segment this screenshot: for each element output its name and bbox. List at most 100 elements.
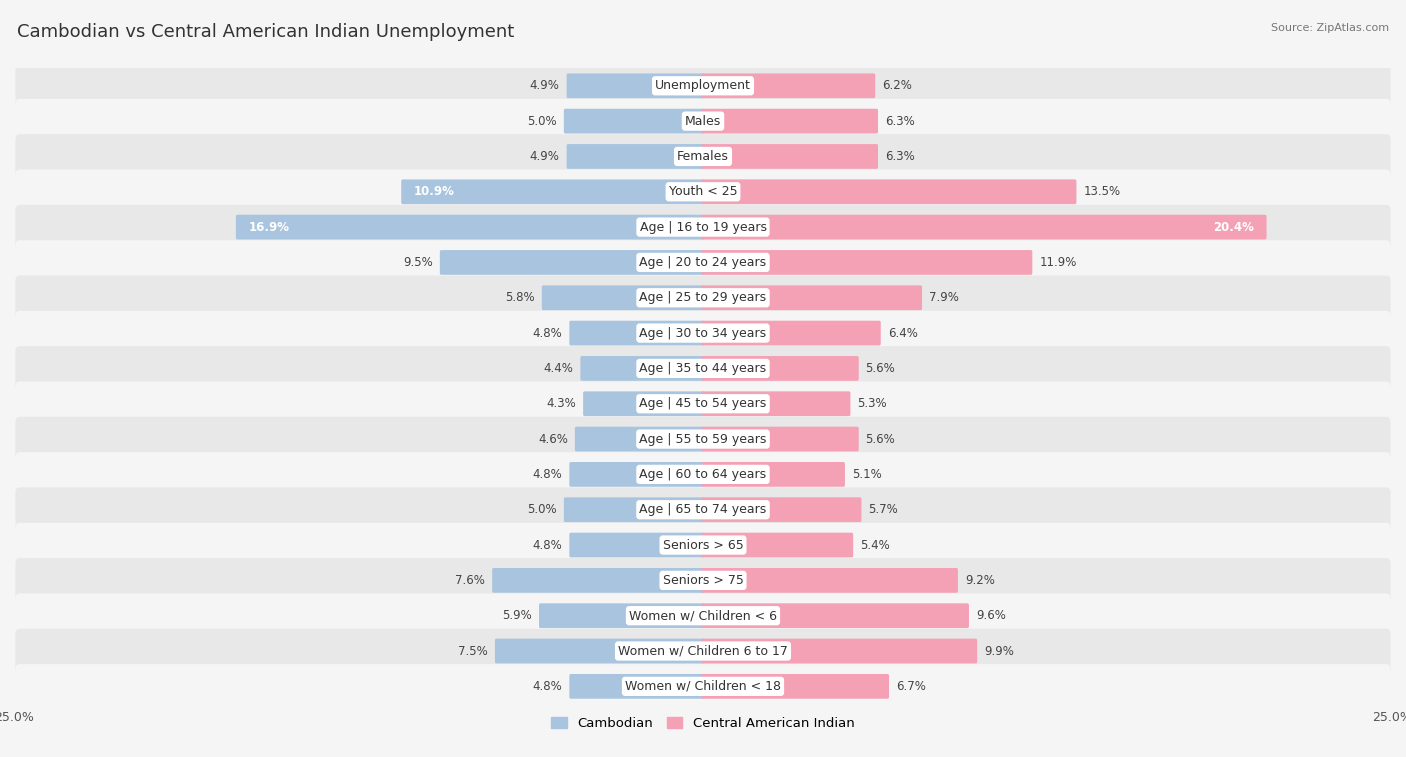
FancyBboxPatch shape	[15, 64, 1391, 108]
Text: Unemployment: Unemployment	[655, 79, 751, 92]
FancyBboxPatch shape	[15, 629, 1391, 673]
Text: 5.7%: 5.7%	[869, 503, 898, 516]
Text: 9.6%: 9.6%	[976, 609, 1005, 622]
Text: 5.9%: 5.9%	[502, 609, 531, 622]
FancyBboxPatch shape	[492, 568, 704, 593]
FancyBboxPatch shape	[702, 73, 875, 98]
Text: Age | 16 to 19 years: Age | 16 to 19 years	[640, 220, 766, 234]
Text: Age | 45 to 54 years: Age | 45 to 54 years	[640, 397, 766, 410]
FancyBboxPatch shape	[495, 639, 704, 663]
FancyBboxPatch shape	[564, 497, 704, 522]
FancyBboxPatch shape	[569, 533, 704, 557]
Text: 9.5%: 9.5%	[404, 256, 433, 269]
FancyBboxPatch shape	[236, 215, 704, 239]
Text: 16.9%: 16.9%	[249, 220, 290, 234]
Text: 6.3%: 6.3%	[884, 114, 915, 128]
FancyBboxPatch shape	[702, 250, 1032, 275]
Text: 4.9%: 4.9%	[530, 79, 560, 92]
FancyBboxPatch shape	[702, 639, 977, 663]
FancyBboxPatch shape	[15, 664, 1391, 709]
Text: Youth < 25: Youth < 25	[669, 185, 737, 198]
FancyBboxPatch shape	[575, 427, 704, 451]
Text: 5.1%: 5.1%	[852, 468, 882, 481]
Text: 6.3%: 6.3%	[884, 150, 915, 163]
Text: Males: Males	[685, 114, 721, 128]
FancyBboxPatch shape	[15, 523, 1391, 567]
Text: 7.9%: 7.9%	[929, 291, 959, 304]
FancyBboxPatch shape	[702, 568, 957, 593]
Text: 4.8%: 4.8%	[533, 468, 562, 481]
Text: Cambodian vs Central American Indian Unemployment: Cambodian vs Central American Indian Une…	[17, 23, 515, 41]
FancyBboxPatch shape	[15, 205, 1391, 249]
Text: 6.4%: 6.4%	[887, 326, 918, 340]
FancyBboxPatch shape	[702, 533, 853, 557]
FancyBboxPatch shape	[567, 73, 704, 98]
FancyBboxPatch shape	[15, 134, 1391, 179]
Text: Seniors > 75: Seniors > 75	[662, 574, 744, 587]
FancyBboxPatch shape	[702, 179, 1077, 204]
Text: 11.9%: 11.9%	[1039, 256, 1077, 269]
FancyBboxPatch shape	[15, 170, 1391, 214]
Legend: Cambodian, Central American Indian: Cambodian, Central American Indian	[546, 712, 860, 736]
FancyBboxPatch shape	[401, 179, 704, 204]
FancyBboxPatch shape	[702, 603, 969, 628]
FancyBboxPatch shape	[702, 462, 845, 487]
FancyBboxPatch shape	[583, 391, 704, 416]
FancyBboxPatch shape	[541, 285, 704, 310]
FancyBboxPatch shape	[567, 144, 704, 169]
FancyBboxPatch shape	[15, 593, 1391, 638]
Text: 9.2%: 9.2%	[965, 574, 994, 587]
FancyBboxPatch shape	[702, 674, 889, 699]
FancyBboxPatch shape	[569, 321, 704, 345]
Text: Females: Females	[678, 150, 728, 163]
FancyBboxPatch shape	[15, 452, 1391, 497]
FancyBboxPatch shape	[569, 462, 704, 487]
Text: 4.4%: 4.4%	[544, 362, 574, 375]
Text: 4.8%: 4.8%	[533, 326, 562, 340]
Text: Women w/ Children < 18: Women w/ Children < 18	[626, 680, 780, 693]
Text: Seniors > 65: Seniors > 65	[662, 538, 744, 552]
Text: Age | 20 to 24 years: Age | 20 to 24 years	[640, 256, 766, 269]
Text: Women w/ Children 6 to 17: Women w/ Children 6 to 17	[619, 644, 787, 658]
Text: 5.0%: 5.0%	[527, 503, 557, 516]
FancyBboxPatch shape	[702, 215, 1267, 239]
Text: 6.7%: 6.7%	[896, 680, 925, 693]
FancyBboxPatch shape	[15, 558, 1391, 603]
Text: 7.6%: 7.6%	[456, 574, 485, 587]
FancyBboxPatch shape	[581, 356, 704, 381]
FancyBboxPatch shape	[702, 497, 862, 522]
Text: 5.0%: 5.0%	[527, 114, 557, 128]
Text: 4.6%: 4.6%	[538, 432, 568, 446]
FancyBboxPatch shape	[702, 427, 859, 451]
Text: 4.3%: 4.3%	[547, 397, 576, 410]
FancyBboxPatch shape	[15, 311, 1391, 355]
FancyBboxPatch shape	[538, 603, 704, 628]
Text: 10.9%: 10.9%	[413, 185, 454, 198]
Text: 20.4%: 20.4%	[1213, 220, 1254, 234]
Text: 5.4%: 5.4%	[860, 538, 890, 552]
Text: Age | 55 to 59 years: Age | 55 to 59 years	[640, 432, 766, 446]
Text: Age | 25 to 29 years: Age | 25 to 29 years	[640, 291, 766, 304]
FancyBboxPatch shape	[15, 346, 1391, 391]
FancyBboxPatch shape	[702, 321, 880, 345]
FancyBboxPatch shape	[702, 356, 859, 381]
Text: 5.8%: 5.8%	[505, 291, 534, 304]
Text: 5.3%: 5.3%	[858, 397, 887, 410]
FancyBboxPatch shape	[702, 109, 877, 133]
Text: Age | 60 to 64 years: Age | 60 to 64 years	[640, 468, 766, 481]
FancyBboxPatch shape	[15, 417, 1391, 461]
Text: 4.8%: 4.8%	[533, 538, 562, 552]
FancyBboxPatch shape	[15, 488, 1391, 532]
FancyBboxPatch shape	[440, 250, 704, 275]
Text: 4.8%: 4.8%	[533, 680, 562, 693]
FancyBboxPatch shape	[702, 285, 922, 310]
Text: 5.6%: 5.6%	[866, 362, 896, 375]
FancyBboxPatch shape	[15, 382, 1391, 426]
Text: 5.6%: 5.6%	[866, 432, 896, 446]
Text: Age | 65 to 74 years: Age | 65 to 74 years	[640, 503, 766, 516]
FancyBboxPatch shape	[15, 276, 1391, 320]
FancyBboxPatch shape	[702, 391, 851, 416]
Text: Source: ZipAtlas.com: Source: ZipAtlas.com	[1271, 23, 1389, 33]
Text: Age | 35 to 44 years: Age | 35 to 44 years	[640, 362, 766, 375]
Text: 6.2%: 6.2%	[882, 79, 912, 92]
